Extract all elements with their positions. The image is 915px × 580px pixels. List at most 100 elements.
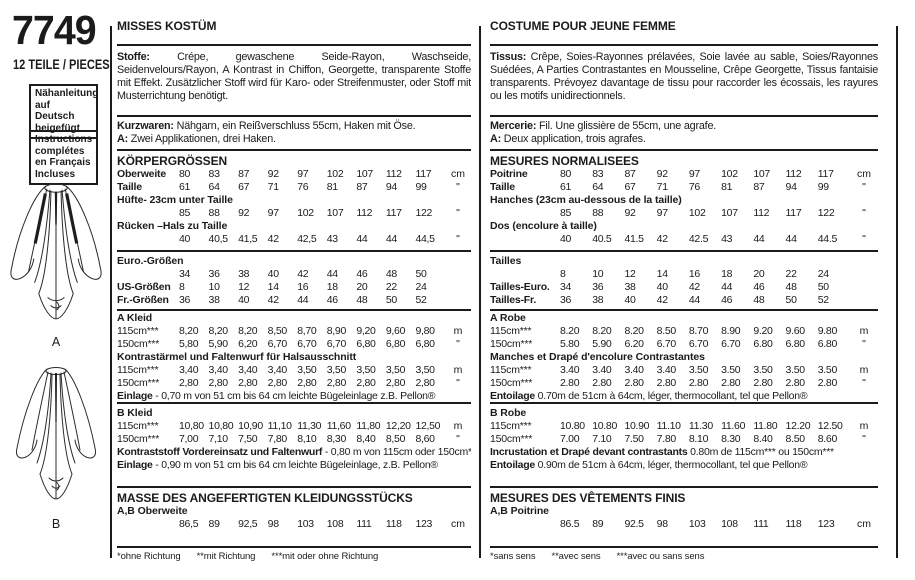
size-value: 36 (560, 294, 572, 306)
pieces-count: 12 TEILE / PIECES (13, 57, 110, 72)
size-value: 42 (297, 268, 309, 280)
size-value: 103 (297, 518, 314, 530)
left-panel: 7749 12 TEILE / PIECES Nähanleitung auf … (0, 0, 112, 580)
size-value: 6.70 (688, 338, 709, 350)
size-value: 3.40 (624, 364, 644, 376)
size-value: 11.80 (753, 420, 778, 432)
size-value: 3,50 (385, 364, 406, 376)
size-value: 97 (688, 168, 700, 180)
row-label (490, 207, 560, 220)
size-value: 44 (385, 233, 397, 245)
german-instructions-box: Nähanleitung auf Deutsch beigefügt (29, 84, 98, 139)
size-value: 6,80 (385, 338, 406, 350)
size-value: 40 (656, 281, 668, 293)
unit-label: m (859, 420, 869, 432)
size-value: 87 (238, 168, 250, 180)
size-value: 44,5 (415, 233, 435, 245)
unit-label: " (456, 433, 460, 445)
size-row: 150cm*** 5.80 5.90 6.20 6.70 6.70 6.70 6.80 6.80… (490, 338, 878, 351)
unit-label (850, 268, 878, 281)
row-label: Taille (490, 181, 515, 193)
size-value: 11.30 (688, 420, 713, 432)
size-value: 7.10 (592, 433, 612, 445)
footnote-item: ***avec ou sans sens (616, 551, 705, 562)
size-value: 44 (688, 294, 700, 306)
size-value: 8.20 (624, 325, 644, 337)
size-value: 123 (415, 518, 433, 530)
size-value: 42 (656, 233, 668, 245)
size-value: 8,20 (238, 325, 258, 337)
paragraph-lead: Kurzwaren: (117, 120, 174, 132)
size-value: 42.5 (688, 233, 709, 245)
size-value: 2,80 (208, 377, 229, 389)
size-value: 6,70 (326, 338, 347, 350)
row-label: Poitrine (490, 168, 528, 180)
row-label: Fr.-Größen (117, 294, 169, 306)
paragraph: Stoffe: Crépe, gewaschene Seide-Rayon, W… (117, 51, 471, 102)
size-value: 8.60 (817, 433, 838, 445)
size-value: 44 (753, 233, 765, 245)
size-value: 112 (356, 207, 373, 219)
size-row: 115cm*** 3.40 3.40 3.40 3.40 3.50 3.50 3.50 3.50… (490, 364, 878, 377)
row-label: 115cm*** (490, 364, 532, 376)
size-value: 111 (753, 518, 769, 530)
size-value: 107 (356, 168, 373, 180)
row-group-label: B Kleid (117, 407, 153, 419)
size-value: 2,80 (326, 377, 347, 389)
size-value: 108 (326, 518, 344, 530)
row-label: 115cm*** (117, 420, 159, 432)
yardage-note: Einlage - 0,70 m von 51 cm bis 64 cm lei… (117, 390, 436, 402)
size-value: 8.10 (688, 433, 709, 445)
size-value: 46 (326, 294, 338, 306)
row-group-label: A,B Oberweite (117, 505, 188, 517)
size-value: 50 (415, 268, 427, 280)
pattern-number: 7749 (12, 7, 97, 53)
size-value: 8.30 (721, 433, 741, 445)
size-value: 3.50 (688, 364, 709, 376)
size-value: 92 (656, 168, 668, 180)
size-value: 89 (208, 518, 220, 530)
paragraph: Mercerie: Fil. Une glissière de 55cm, un… (490, 120, 717, 132)
size-value: 97 (656, 207, 668, 219)
size-value: 112 (785, 168, 802, 180)
size-value: 3,50 (326, 364, 347, 376)
size-row: 115cm*** 3,40 3,40 3,40 3,40 3,50 3,50 3,50 3,50… (117, 364, 471, 377)
section-size-conversion: Tailles 8 10 12 14 16 18 20 22 24 Tailles-Euro. 34 3… (490, 252, 878, 311)
size-value: 3.50 (817, 364, 838, 376)
size-value: 8 (560, 268, 566, 280)
size-value: 2,80 (179, 377, 199, 389)
size-value: 2,80 (297, 377, 317, 389)
size-value: 107 (326, 207, 344, 219)
row-group-label: Manches et Drapé d'encolure Contrastante… (490, 351, 705, 363)
size-value: 48 (385, 268, 397, 280)
size-value: 14 (656, 268, 668, 280)
size-value: 83 (208, 168, 220, 180)
size-value: 42 (267, 233, 279, 245)
size-value: 81 (326, 181, 338, 193)
size-value: 10.80 (560, 420, 585, 432)
row-label (117, 207, 179, 220)
size-value: 117 (785, 207, 802, 219)
size-value: 3,50 (415, 364, 435, 376)
size-value: 40 (624, 294, 636, 306)
row-label: 150cm*** (490, 377, 533, 389)
row-label: 150cm*** (490, 433, 533, 445)
size-value: 50 (385, 294, 397, 306)
size-value: 34 (179, 268, 191, 280)
paragraph-lead: Kontraststoff Vordereinsatz und Faltenwu… (117, 446, 323, 458)
size-value: 10 (592, 268, 604, 280)
footnotes: *sans sens **avec sens ***avec ou sans sen… (490, 548, 878, 562)
size-row: 86.5 89 92.5 98 103 108 111 118 123 cm (490, 518, 878, 531)
row-label: 150cm*** (117, 377, 160, 389)
size-value: 6.20 (624, 338, 644, 350)
size-value: 46 (721, 294, 733, 306)
size-value: 9,20 (356, 325, 376, 337)
size-value: 18 (721, 268, 733, 280)
german-instructions-text: Nähanleitung auf Deutsch beigefügt (35, 88, 99, 134)
size-value: 2,80 (415, 377, 435, 389)
size-value: 6.80 (753, 338, 773, 350)
size-value: 76 (297, 181, 309, 193)
size-row: 150cm*** 7.00 7.10 7.50 7.80 8.10 8.30 8.40 8.50… (490, 433, 878, 446)
size-value: 3,50 (297, 364, 317, 376)
french-instructions-text: Instructions complétes en Français Inclu… (35, 134, 93, 180)
